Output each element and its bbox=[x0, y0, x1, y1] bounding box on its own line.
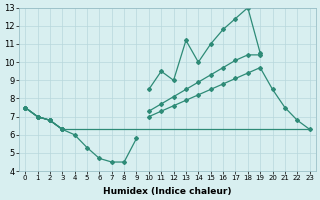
X-axis label: Humidex (Indice chaleur): Humidex (Indice chaleur) bbox=[103, 187, 232, 196]
